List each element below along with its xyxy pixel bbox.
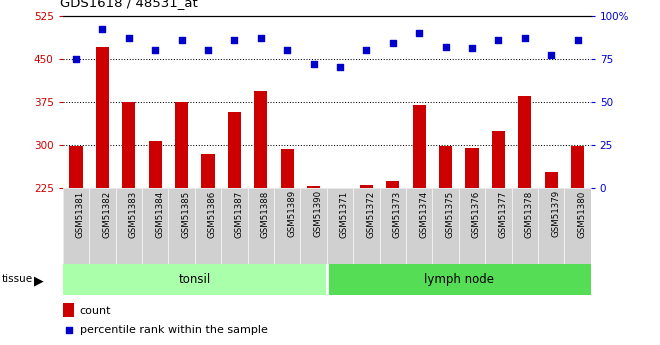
Text: tissue: tissue (2, 275, 33, 284)
Text: GSM51384: GSM51384 (155, 190, 164, 238)
Bar (512, 188, 538, 264)
Text: GSM51378: GSM51378 (525, 190, 534, 238)
Text: GSM51381: GSM51381 (76, 190, 85, 238)
Bar (544, 172, 558, 188)
Text: GSM51385: GSM51385 (182, 190, 191, 238)
Point (361, 47, 372, 53)
Point (546, 52, 556, 58)
Point (71, 56, 81, 61)
Bar (248, 188, 274, 264)
Bar (538, 188, 564, 264)
Bar (63, 264, 327, 295)
Bar (379, 188, 406, 264)
Bar (201, 154, 214, 188)
Bar (274, 188, 300, 264)
Point (308, 61, 319, 67)
Text: percentile rank within the sample: percentile rank within the sample (80, 325, 267, 335)
Bar (360, 185, 373, 188)
Point (572, 37, 583, 42)
Text: GSM51374: GSM51374 (419, 190, 428, 238)
Bar (327, 188, 353, 264)
Text: GSM51377: GSM51377 (498, 190, 508, 238)
Bar (69, 146, 82, 188)
Text: GSM51383: GSM51383 (129, 190, 138, 238)
Text: count: count (80, 306, 111, 316)
Point (282, 47, 292, 53)
Bar (327, 264, 591, 295)
Point (335, 65, 345, 70)
Bar (115, 188, 142, 264)
Point (493, 37, 504, 42)
Text: GSM51372: GSM51372 (366, 190, 376, 238)
Text: GSM51387: GSM51387 (234, 190, 244, 238)
Point (123, 35, 134, 41)
Text: lymph node: lymph node (424, 273, 494, 286)
Text: GSM51375: GSM51375 (446, 190, 455, 238)
Text: ▶: ▶ (34, 275, 44, 288)
Bar (221, 188, 248, 264)
Text: GSM51389: GSM51389 (287, 190, 296, 237)
Text: GSM51379: GSM51379 (551, 190, 560, 237)
Bar (300, 188, 327, 264)
Bar (432, 188, 459, 264)
Point (150, 47, 160, 53)
Text: GSM51376: GSM51376 (472, 190, 481, 238)
Point (203, 47, 213, 53)
Point (519, 35, 530, 41)
Text: GDS1618 / 48531_at: GDS1618 / 48531_at (60, 0, 198, 9)
Text: GSM51390: GSM51390 (314, 190, 323, 237)
Bar (564, 188, 591, 264)
Bar (148, 141, 162, 188)
Bar (307, 186, 320, 188)
Point (440, 44, 451, 49)
Bar (492, 130, 505, 188)
Point (97, 27, 108, 32)
Bar (142, 188, 168, 264)
Text: GSM51373: GSM51373 (393, 190, 402, 238)
Bar (122, 102, 135, 188)
Bar (89, 188, 116, 264)
Bar (439, 146, 452, 188)
Text: GSM51386: GSM51386 (208, 190, 217, 238)
Bar (168, 188, 195, 264)
Bar (485, 188, 512, 264)
Point (176, 37, 187, 42)
Bar (465, 148, 478, 188)
Bar (459, 188, 485, 264)
Bar (63, 303, 75, 317)
Point (255, 35, 266, 41)
Bar (571, 146, 584, 188)
Point (414, 30, 424, 36)
Bar (228, 111, 241, 188)
Bar (63, 188, 89, 264)
Bar (518, 96, 531, 188)
Bar (412, 105, 426, 188)
Bar (195, 188, 221, 264)
Point (229, 37, 240, 42)
Text: GSM51382: GSM51382 (102, 190, 112, 238)
Bar (386, 180, 399, 188)
Bar (280, 149, 294, 188)
Text: tonsil: tonsil (179, 273, 211, 286)
Text: GSM51388: GSM51388 (261, 190, 270, 238)
Bar (254, 91, 267, 188)
Bar (406, 188, 432, 264)
Bar (333, 188, 346, 189)
Bar (175, 102, 188, 188)
Point (467, 46, 477, 51)
Text: GSM51371: GSM51371 (340, 190, 349, 238)
Point (63, 327, 74, 333)
Text: GSM51380: GSM51380 (578, 190, 587, 238)
Bar (96, 47, 109, 188)
Bar (353, 188, 380, 264)
Point (387, 40, 398, 46)
